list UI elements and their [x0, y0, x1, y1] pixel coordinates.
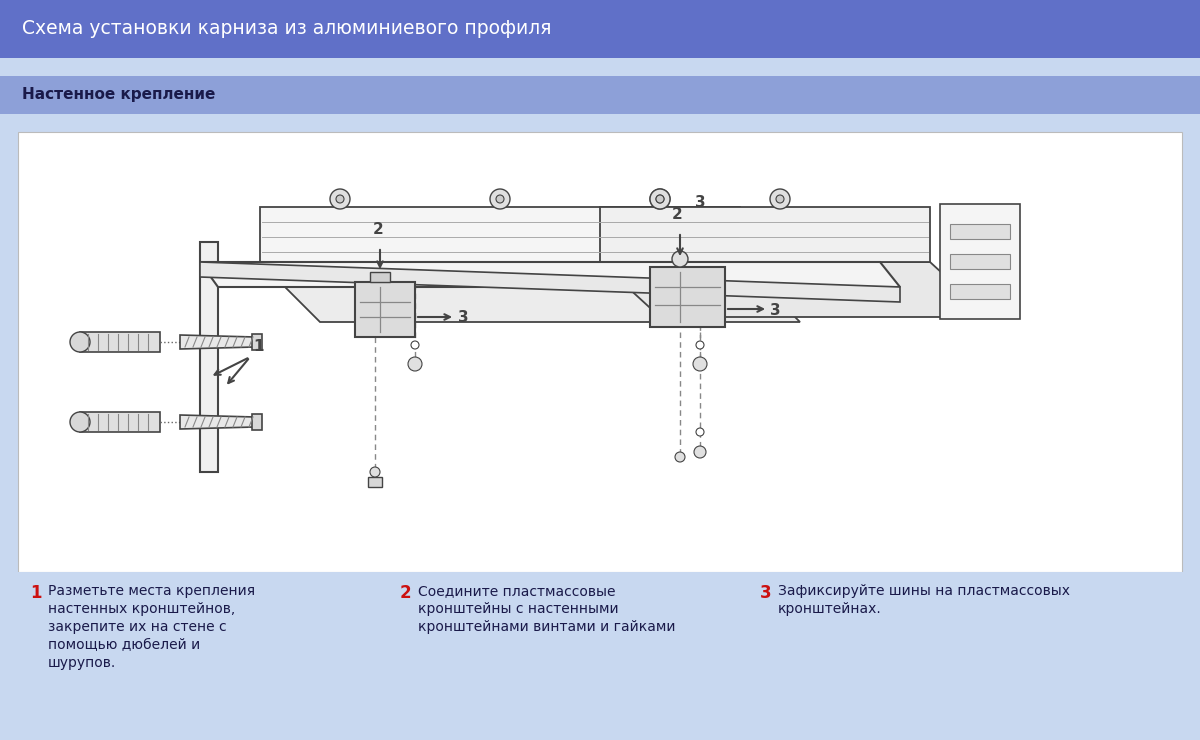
Polygon shape [260, 262, 800, 322]
Text: Схема установки карниза из алюминиевого профиля: Схема установки карниза из алюминиевого … [22, 19, 552, 38]
Polygon shape [355, 282, 415, 337]
Circle shape [408, 357, 422, 371]
Circle shape [70, 332, 90, 352]
Text: Соедините пластмассовые: Соедините пластмассовые [418, 584, 616, 598]
Circle shape [696, 428, 704, 436]
Polygon shape [200, 242, 218, 472]
Polygon shape [252, 414, 262, 430]
Polygon shape [200, 262, 900, 302]
Text: 1: 1 [253, 339, 264, 354]
Polygon shape [950, 284, 1010, 299]
Text: 3: 3 [695, 195, 706, 210]
Polygon shape [368, 477, 382, 487]
Bar [0, 76, 1200, 114]
Circle shape [776, 195, 784, 203]
Text: 3: 3 [458, 310, 469, 325]
Circle shape [694, 446, 706, 458]
Text: закрепите их на стене с: закрепите их на стене с [48, 620, 227, 634]
Polygon shape [180, 415, 256, 429]
Polygon shape [950, 254, 1010, 269]
Text: настенных кронштейнов,: настенных кронштейнов, [48, 602, 235, 616]
Circle shape [770, 189, 790, 209]
Circle shape [694, 357, 707, 371]
Polygon shape [80, 332, 160, 352]
Text: 2: 2 [400, 584, 412, 602]
Circle shape [674, 452, 685, 462]
Text: помощью дюбелей и: помощью дюбелей и [48, 638, 200, 652]
Circle shape [410, 341, 419, 349]
Circle shape [336, 195, 344, 203]
Polygon shape [940, 204, 1020, 319]
Circle shape [656, 195, 664, 203]
Text: Зафиксируйте шины на пластмассовых: Зафиксируйте шины на пластмассовых [778, 584, 1070, 598]
Bar [0, 0, 1200, 58]
Polygon shape [180, 335, 256, 349]
Text: 2: 2 [672, 207, 683, 222]
Circle shape [70, 412, 90, 432]
Circle shape [490, 189, 510, 209]
Circle shape [197, 417, 208, 427]
Text: Разметьте места крепления: Разметьте места крепления [48, 584, 256, 598]
Circle shape [197, 337, 208, 347]
Polygon shape [80, 412, 160, 432]
Polygon shape [650, 267, 725, 327]
Polygon shape [260, 207, 740, 262]
Text: шурупов.: шурупов. [48, 656, 116, 670]
Circle shape [650, 189, 670, 209]
Text: 3: 3 [770, 303, 781, 318]
Text: кронштейнами винтами и гайками: кронштейнами винтами и гайками [418, 620, 676, 634]
Text: 2: 2 [373, 222, 384, 237]
Polygon shape [600, 207, 930, 262]
Text: кронштейнах.: кронштейнах. [778, 602, 882, 616]
Text: кронштейны с настенными: кронштейны с настенными [418, 602, 619, 616]
Circle shape [370, 467, 380, 477]
Polygon shape [950, 224, 1010, 239]
Text: Настенное крепление: Настенное крепление [22, 87, 215, 103]
Circle shape [672, 251, 688, 267]
Polygon shape [600, 262, 990, 317]
Circle shape [496, 195, 504, 203]
Bar [18, 132, 1182, 572]
Bar [0, 572, 1200, 740]
Circle shape [330, 189, 350, 209]
Circle shape [650, 189, 670, 209]
Text: 3: 3 [760, 584, 772, 602]
Polygon shape [200, 262, 900, 287]
Circle shape [656, 195, 664, 203]
Circle shape [696, 341, 704, 349]
Text: 1: 1 [30, 584, 42, 602]
Polygon shape [252, 334, 262, 350]
Polygon shape [370, 272, 390, 282]
